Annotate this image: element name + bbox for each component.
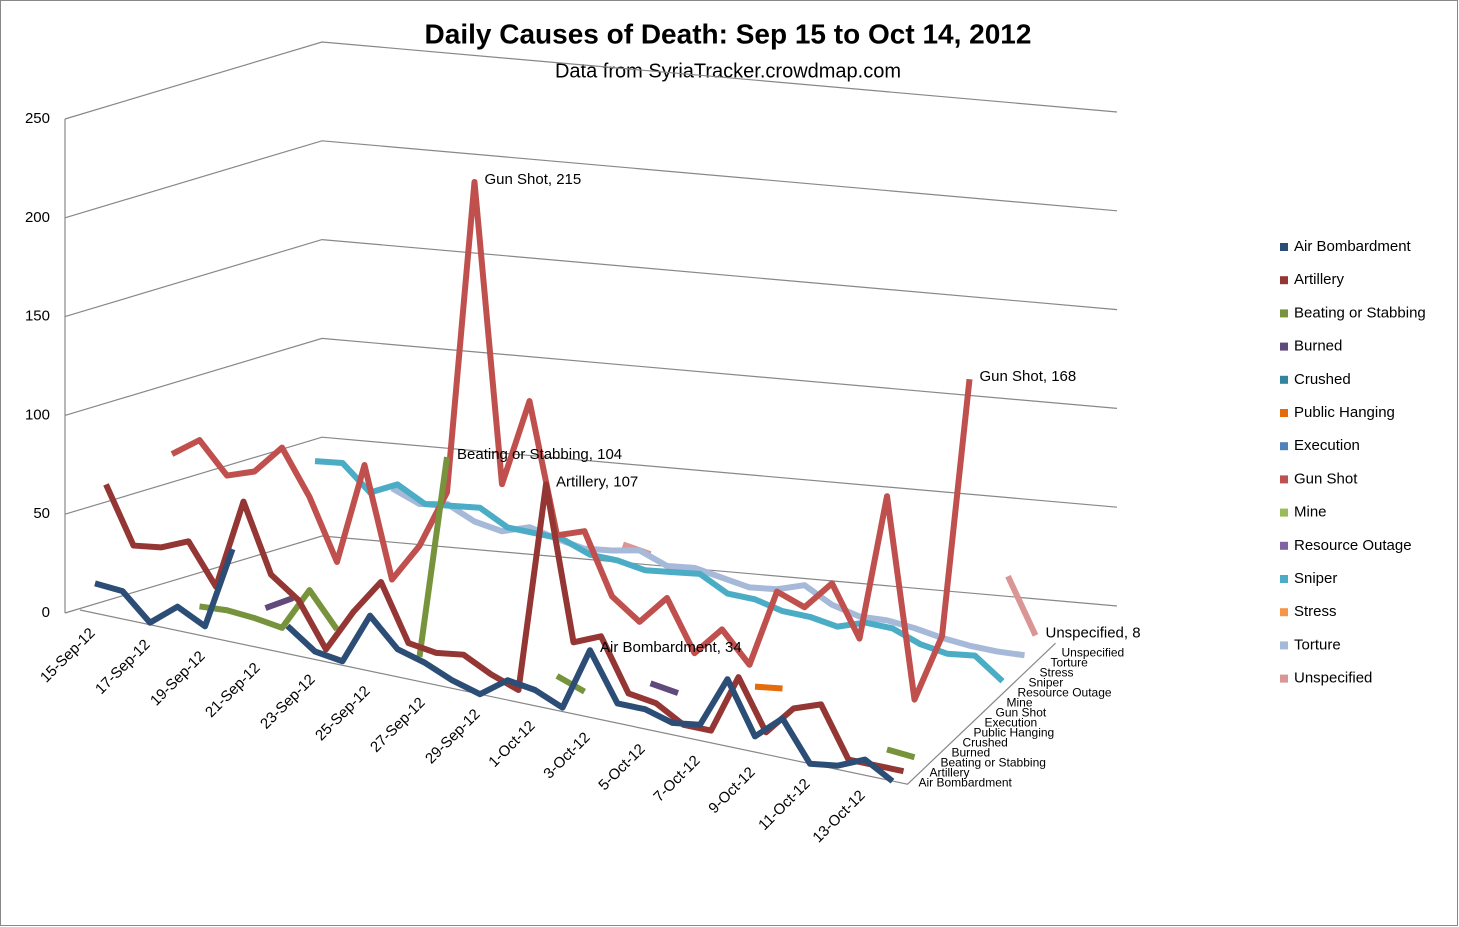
depth-tick-label: Torture — [1051, 655, 1089, 669]
series-line — [886, 746, 916, 761]
legend-swatch — [1280, 541, 1288, 550]
legend-swatch — [1280, 243, 1288, 251]
depth-tick-label: Burned — [952, 745, 991, 759]
depth-tick-label: Execution — [985, 715, 1038, 729]
legend-label: Crushed — [1294, 371, 1351, 388]
grid-line — [64, 238, 1118, 318]
legend-label: Unspecified — [1294, 670, 1372, 687]
data-label: Artillery, 107 — [556, 473, 638, 490]
depth-tick-label: Public Hanging — [974, 725, 1055, 739]
data-label: Gun Shot, 215 — [485, 171, 582, 188]
legend-swatch — [1280, 342, 1288, 351]
series-line — [649, 680, 680, 696]
legend-swatch — [1280, 442, 1288, 451]
series-line — [314, 458, 1005, 684]
data-label: Beating or Stabbing, 104 — [457, 446, 622, 463]
depth-tick-label: Artillery — [930, 765, 970, 779]
legend-label: Torture — [1294, 636, 1341, 653]
legend-label: Gun Shot — [1294, 470, 1358, 487]
legend-swatch — [1280, 674, 1288, 683]
y-tick-label: 50 — [33, 505, 50, 522]
legend-label: Beating or Stabbing — [1294, 304, 1426, 321]
series-line — [285, 612, 895, 784]
y-tick-label: 150 — [25, 308, 50, 325]
legend-label: Sniper — [1294, 570, 1337, 587]
legend-swatch — [1280, 641, 1288, 650]
depth-tick-label: Resource Outage — [1018, 685, 1112, 699]
depth-tick-label: Stress — [1040, 665, 1074, 679]
y-tick-label: 0 — [42, 604, 50, 621]
series-line — [390, 485, 1025, 659]
chart-title: Daily Causes of Death: Sep 15 to Oct 14,… — [425, 18, 1032, 49]
legend-label: Public Hanging — [1294, 404, 1395, 421]
series-line — [94, 548, 236, 630]
y-tick-label: 250 — [25, 110, 50, 127]
legend-swatch — [1280, 475, 1288, 484]
legend-swatch — [1280, 276, 1288, 285]
legend-label: Resource Outage — [1294, 537, 1412, 554]
depth-tick-label: Air Bombardment — [919, 775, 1013, 789]
legend-swatch — [1280, 309, 1288, 318]
series-line — [416, 456, 450, 658]
legend-label: Artillery — [1294, 271, 1345, 288]
grid-line — [64, 436, 1118, 515]
depth-tick-label: Sniper — [1029, 675, 1064, 689]
depth-tick-label: Mine — [1007, 695, 1033, 709]
y-tick-label: 100 — [25, 406, 50, 423]
depth-tick-label: Beating or Stabbing — [941, 755, 1046, 769]
series-line — [754, 683, 783, 692]
series-line — [199, 587, 340, 632]
floor-axis — [79, 609, 1056, 785]
legend-label: Air Bombardment — [1294, 238, 1412, 255]
series-line — [1005, 574, 1039, 637]
data-label: Gun Shot, 168 — [980, 368, 1077, 385]
legend-swatch — [1280, 375, 1288, 384]
legend-swatch — [1280, 608, 1288, 617]
legend-label: Burned — [1294, 338, 1342, 355]
legend-swatch — [1280, 508, 1288, 517]
depth-tick-label: Gun Shot — [996, 705, 1047, 719]
legend-label: Execution — [1294, 437, 1360, 454]
depth-tick-label: Crushed — [963, 735, 1008, 749]
legend-swatch — [1280, 409, 1288, 417]
legend-label: Stress — [1294, 603, 1337, 620]
chart-subtitle: Data from SyriaTracker.crowdmap.com — [555, 60, 901, 82]
data-label: Air Bombardment, 34 — [600, 639, 742, 656]
legend-label: Mine — [1294, 504, 1327, 521]
series-line — [170, 178, 973, 703]
grid-line — [64, 41, 1118, 120]
y-tick-label: 200 — [25, 209, 50, 226]
grid-line — [64, 535, 1118, 614]
data-label: Unspecified, 8 — [1046, 624, 1141, 641]
legend-swatch — [1280, 575, 1288, 583]
depth-tick-label: Unspecified — [1062, 645, 1125, 659]
grid-line — [64, 140, 1118, 219]
grid-line — [64, 337, 1118, 416]
series-line — [264, 595, 295, 611]
